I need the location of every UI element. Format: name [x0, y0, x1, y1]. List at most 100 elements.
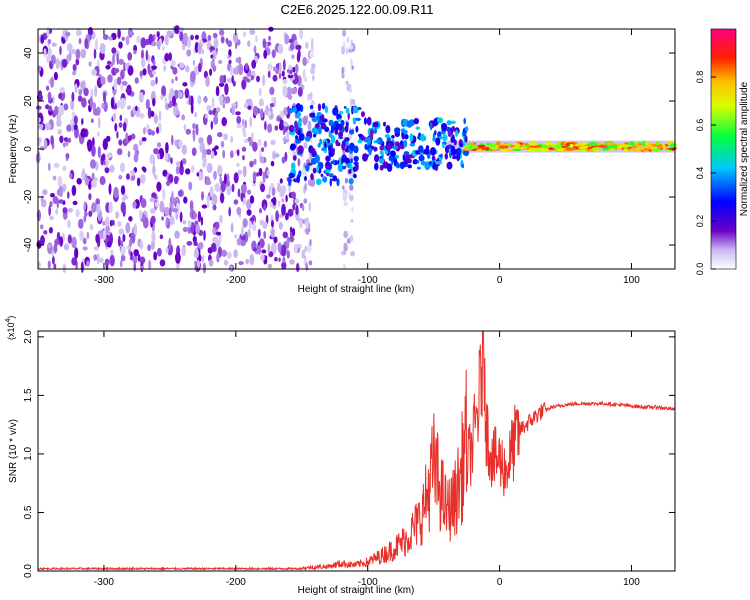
heatmap-cell	[162, 169, 168, 177]
y-tick-label: 1.5	[23, 388, 34, 402]
heatmap-cell	[243, 102, 249, 109]
heatmap-cell	[312, 74, 315, 82]
heatmap-cell	[179, 31, 184, 42]
heatmap-cell	[311, 152, 317, 157]
spectrogram-x-axis-label: Height of straight line (km)	[298, 284, 415, 295]
heatmap-cell	[179, 62, 185, 69]
heatmap-cell	[277, 200, 281, 207]
heatmap-cell	[139, 113, 145, 119]
heatmap-cell	[591, 142, 599, 146]
heatmap-cell	[142, 167, 147, 173]
heatmap-cell	[66, 124, 72, 132]
heatmap-cell	[138, 92, 144, 103]
heatmap-cell	[76, 178, 82, 185]
heatmap-cell	[374, 162, 379, 171]
heatmap-cell	[138, 209, 143, 220]
heatmap-cell	[52, 196, 59, 205]
heatmap-cell	[223, 259, 229, 266]
heatmap-cell	[349, 87, 353, 94]
x-tick-label: -100	[358, 275, 378, 286]
heatmap-cell	[406, 158, 412, 164]
heatmap-cell	[67, 191, 70, 199]
heatmap-cell	[257, 139, 262, 146]
heatmap-cell	[163, 65, 167, 72]
heatmap-cell	[669, 143, 676, 148]
heatmap-cell	[43, 48, 47, 58]
heatmap-cell	[118, 41, 123, 49]
heatmap-cell	[165, 247, 169, 254]
snr-y-multiplier: (x104)	[5, 316, 16, 340]
heatmap-cell	[71, 91, 75, 102]
heatmap-cell	[245, 258, 249, 265]
heatmap-cell	[66, 43, 73, 52]
heatmap-cell	[349, 194, 354, 202]
heatmap-cell	[183, 124, 187, 131]
heatmap-cell	[173, 175, 179, 185]
heatmap-cell	[292, 79, 298, 85]
heatmap-cell	[212, 47, 217, 60]
heatmap-cell	[297, 158, 301, 167]
heatmap-cell	[48, 227, 54, 234]
heatmap-cell	[120, 162, 125, 173]
heatmap-cell	[444, 153, 448, 160]
heatmap-cell	[182, 43, 186, 51]
heatmap-cell	[120, 201, 127, 214]
heatmap-cell	[197, 95, 202, 105]
heatmap-cell	[104, 258, 110, 267]
heatmap-cell	[340, 119, 345, 127]
heatmap-cell	[63, 137, 69, 142]
heatmap-cell	[259, 219, 265, 226]
heatmap-cell	[282, 231, 288, 239]
heatmap-cell	[90, 118, 94, 123]
heatmap-cell	[141, 57, 146, 68]
heatmap-cell	[116, 100, 121, 109]
heatmap-cell	[287, 208, 294, 217]
heatmap-cell	[289, 230, 294, 240]
heatmap-cell	[342, 193, 348, 202]
heatmap-cell	[159, 259, 166, 267]
heatmap-cell	[262, 74, 265, 87]
heatmap-cell	[450, 152, 456, 156]
heatmap-cell	[48, 205, 52, 217]
heatmap-cell	[314, 154, 320, 164]
heatmap-cell	[386, 163, 393, 172]
heatmap-cell	[260, 183, 266, 193]
heatmap-cell	[409, 133, 414, 142]
heatmap-cell	[198, 171, 204, 181]
heatmap-cell	[179, 164, 184, 176]
heatmap-cell	[317, 161, 324, 170]
heatmap-cell	[156, 126, 159, 134]
heatmap-cell	[527, 148, 538, 152]
heatmap-cell	[276, 184, 281, 193]
heatmap-cell	[147, 244, 152, 252]
heatmap-cell	[54, 105, 59, 116]
heatmap-cell	[154, 201, 160, 207]
heatmap-cell	[285, 212, 288, 221]
snr-background	[38, 331, 675, 571]
heatmap-cell	[304, 245, 308, 253]
heatmap-cell	[245, 98, 252, 104]
heatmap-cell	[304, 135, 311, 142]
heatmap-cell	[249, 195, 255, 204]
heatmap-cell	[271, 49, 276, 59]
heatmap-cell	[512, 146, 520, 150]
heatmap-cell	[210, 150, 215, 159]
heatmap-cell	[72, 70, 76, 76]
heatmap-cell	[125, 87, 131, 94]
heatmap-cell	[463, 117, 467, 125]
heatmap-cell	[117, 221, 122, 228]
heatmap-cell	[111, 219, 115, 226]
heatmap-cell	[231, 183, 235, 193]
heatmap-cell	[281, 261, 287, 270]
heatmap-cell	[338, 156, 342, 166]
heatmap-cell	[247, 105, 252, 110]
heatmap-cell	[282, 256, 286, 264]
heatmap-cell	[227, 40, 233, 48]
heatmap-cell	[305, 227, 310, 235]
heatmap-cell	[216, 252, 220, 263]
heatmap-cell	[111, 47, 117, 54]
heatmap-cell	[348, 152, 354, 161]
heatmap-cell	[335, 139, 339, 146]
heatmap-cell	[402, 154, 406, 161]
heatmap-cell	[175, 161, 182, 167]
